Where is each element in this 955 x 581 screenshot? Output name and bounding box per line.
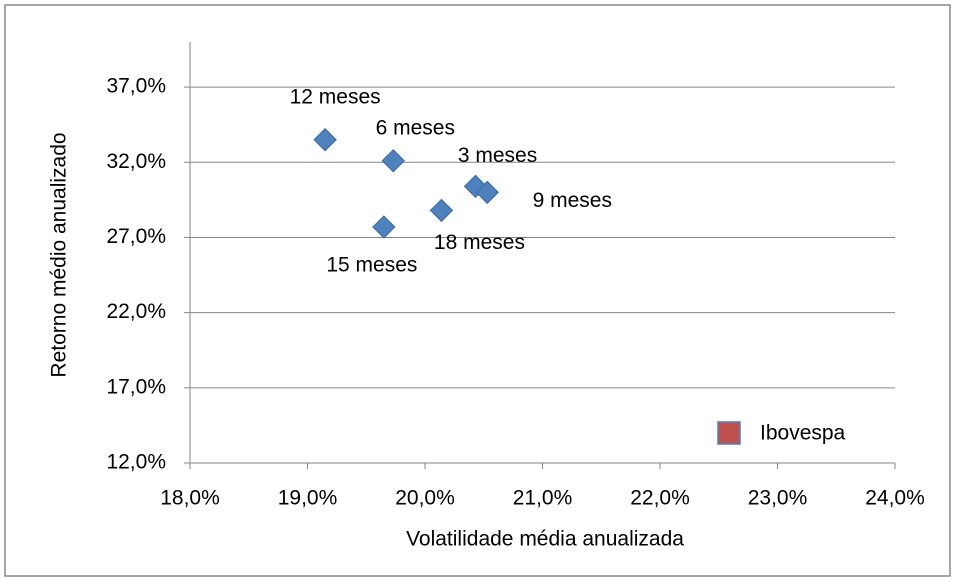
x-tick-label: 18,0% xyxy=(160,487,220,510)
data-point xyxy=(381,149,405,173)
y-tick-label: 22,0% xyxy=(106,300,166,323)
y-tick-label: 27,0% xyxy=(106,225,166,248)
data-point xyxy=(475,180,499,205)
data-point xyxy=(372,215,396,239)
x-tick-label: 22,0% xyxy=(630,487,690,510)
chart-frame xyxy=(4,4,951,577)
data-point xyxy=(313,128,337,152)
y-tick-label: 12,0% xyxy=(106,451,166,474)
y-tick-label: 37,0% xyxy=(106,75,166,98)
legend-label: Ibovespa xyxy=(760,422,846,445)
legend-swatch xyxy=(717,421,741,445)
x-tick-label: 24,0% xyxy=(865,487,925,510)
data-point xyxy=(429,198,454,223)
y-tick-label: 32,0% xyxy=(106,150,166,173)
x-tick-label: 23,0% xyxy=(748,487,808,510)
x-tick-label: 20,0% xyxy=(395,487,455,510)
data-point xyxy=(463,174,488,199)
x-tick-label: 19,0% xyxy=(278,487,338,510)
data-label: 12 meses xyxy=(290,85,381,108)
data-label: 9 meses xyxy=(533,189,612,212)
y-tick-label: 17,0% xyxy=(106,375,166,398)
x-tick-label: 21,0% xyxy=(513,487,573,510)
data-label: 3 meses xyxy=(458,144,537,167)
data-label: 15 meses xyxy=(326,253,417,276)
y-axis-title: Retorno médio anualizado xyxy=(48,132,71,377)
data-label: 18 meses xyxy=(434,231,525,254)
x-axis-title: Volatilidade média anualizada xyxy=(406,528,684,551)
data-label: 6 meses xyxy=(376,116,455,139)
